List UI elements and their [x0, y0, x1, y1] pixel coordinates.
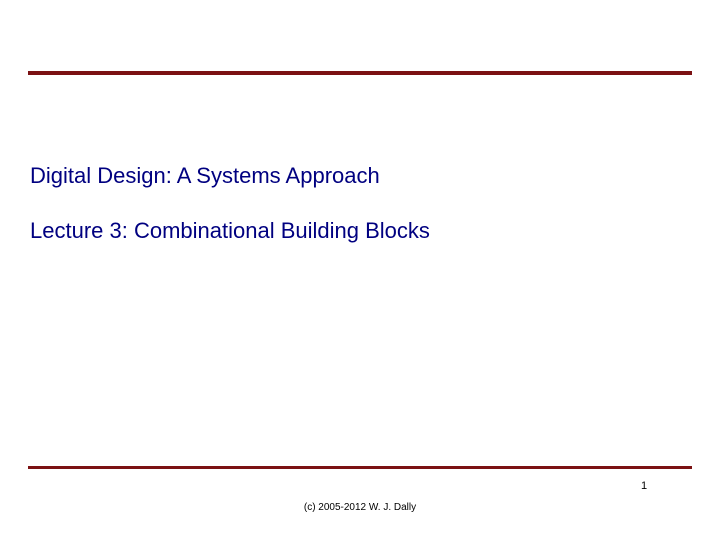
- copyright-text: (c) 2005-2012 W. J. Dally: [0, 502, 720, 513]
- title-line-2: Lecture 3: Combinational Building Blocks: [30, 218, 660, 244]
- title-line-1: Digital Design: A Systems Approach: [30, 163, 660, 189]
- page-number: 1: [641, 480, 647, 492]
- slide: Digital Design: A Systems Approach Lectu…: [0, 0, 720, 540]
- header-rule: [28, 71, 692, 75]
- footer-rule: [28, 466, 692, 469]
